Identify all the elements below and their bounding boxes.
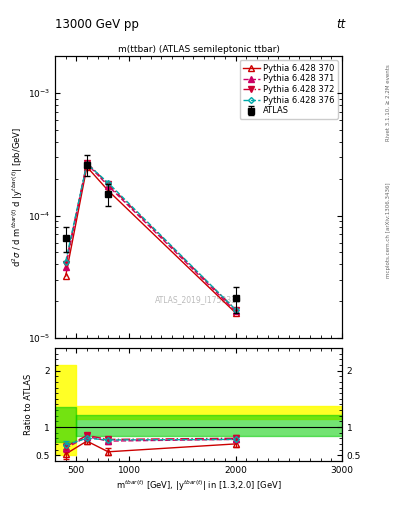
Pythia 6.428 372 xyxy=(63,261,68,267)
Pythia 6.428 370 xyxy=(233,310,238,316)
Pythia 6.428 376 xyxy=(106,180,110,186)
Line: Pythia 6.428 370: Pythia 6.428 370 xyxy=(62,164,239,316)
Pythia 6.428 372 xyxy=(84,160,89,166)
Pythia 6.428 376 xyxy=(63,259,68,265)
X-axis label: m$^{tbar(t)}$ [GeV], |y$^{tbar(t)}$| in [1.3,2.0] [GeV]: m$^{tbar(t)}$ [GeV], |y$^{tbar(t)}$| in … xyxy=(116,479,281,493)
Text: Rivet 3.1.10, ≥ 2.2M events: Rivet 3.1.10, ≥ 2.2M events xyxy=(386,64,391,141)
Y-axis label: Ratio to ATLAS: Ratio to ATLAS xyxy=(24,374,33,435)
Legend: Pythia 6.428 370, Pythia 6.428 371, Pythia 6.428 372, Pythia 6.428 376, ATLAS: Pythia 6.428 370, Pythia 6.428 371, Pyth… xyxy=(240,60,338,119)
Pythia 6.428 376 xyxy=(84,161,89,167)
Text: ATLAS_2019_I1750330: ATLAS_2019_I1750330 xyxy=(155,295,242,304)
Pythia 6.428 371 xyxy=(233,308,238,314)
Pythia 6.428 370 xyxy=(106,187,110,194)
Pythia 6.428 370 xyxy=(84,164,89,170)
Line: Pythia 6.428 376: Pythia 6.428 376 xyxy=(64,162,238,312)
Text: tt: tt xyxy=(336,18,346,31)
Pythia 6.428 376 xyxy=(233,307,238,313)
Pythia 6.428 370 xyxy=(63,273,68,279)
Text: mcplots.cern.ch [arXiv:1306.3436]: mcplots.cern.ch [arXiv:1306.3436] xyxy=(386,183,391,278)
Pythia 6.428 372 xyxy=(233,307,238,313)
Pythia 6.428 371 xyxy=(63,264,68,270)
Pythia 6.428 372 xyxy=(106,181,110,187)
Pythia 6.428 371 xyxy=(84,161,89,167)
Line: Pythia 6.428 372: Pythia 6.428 372 xyxy=(62,160,239,313)
Text: 13000 GeV pp: 13000 GeV pp xyxy=(55,18,139,31)
Pythia 6.428 371 xyxy=(106,183,110,189)
Title: m(ttbar) (ATLAS semileptonic ttbar): m(ttbar) (ATLAS semileptonic ttbar) xyxy=(118,45,279,54)
Line: Pythia 6.428 371: Pythia 6.428 371 xyxy=(62,161,239,314)
Y-axis label: d$^2\sigma$ / d m$^{tbar(t)}$ d |y$^{tbar(t)}$| [pb/GeV]: d$^2\sigma$ / d m$^{tbar(t)}$ d |y$^{tba… xyxy=(11,127,25,267)
